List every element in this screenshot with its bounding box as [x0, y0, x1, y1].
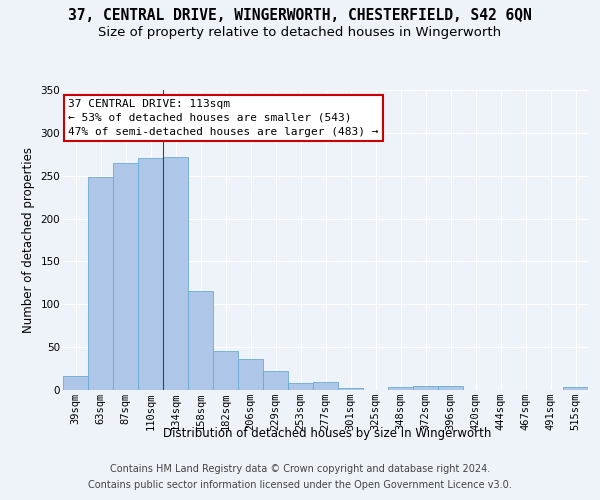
Text: Contains HM Land Registry data © Crown copyright and database right 2024.: Contains HM Land Registry data © Crown c… — [110, 464, 490, 474]
Text: Distribution of detached houses by size in Wingerworth: Distribution of detached houses by size … — [163, 428, 491, 440]
Y-axis label: Number of detached properties: Number of detached properties — [22, 147, 35, 333]
Bar — [188, 290, 213, 390]
Bar — [438, 386, 463, 390]
Text: Size of property relative to detached houses in Wingerworth: Size of property relative to detached ho… — [98, 26, 502, 39]
Bar — [138, 158, 163, 390]
Bar — [213, 352, 238, 390]
Bar — [338, 388, 363, 390]
Text: 37, CENTRAL DRIVE, WINGERWORTH, CHESTERFIELD, S42 6QN: 37, CENTRAL DRIVE, WINGERWORTH, CHESTERF… — [68, 8, 532, 22]
Bar — [563, 388, 588, 390]
Bar — [288, 383, 313, 390]
Bar — [113, 163, 138, 390]
Text: Contains public sector information licensed under the Open Government Licence v3: Contains public sector information licen… — [88, 480, 512, 490]
Bar — [313, 382, 338, 390]
Bar — [263, 371, 288, 390]
Bar — [413, 386, 438, 390]
Text: 37 CENTRAL DRIVE: 113sqm
← 53% of detached houses are smaller (543)
47% of semi-: 37 CENTRAL DRIVE: 113sqm ← 53% of detach… — [68, 99, 379, 137]
Bar — [63, 376, 88, 390]
Bar — [88, 176, 113, 390]
Bar — [238, 359, 263, 390]
Bar — [388, 386, 413, 390]
Bar — [163, 157, 188, 390]
